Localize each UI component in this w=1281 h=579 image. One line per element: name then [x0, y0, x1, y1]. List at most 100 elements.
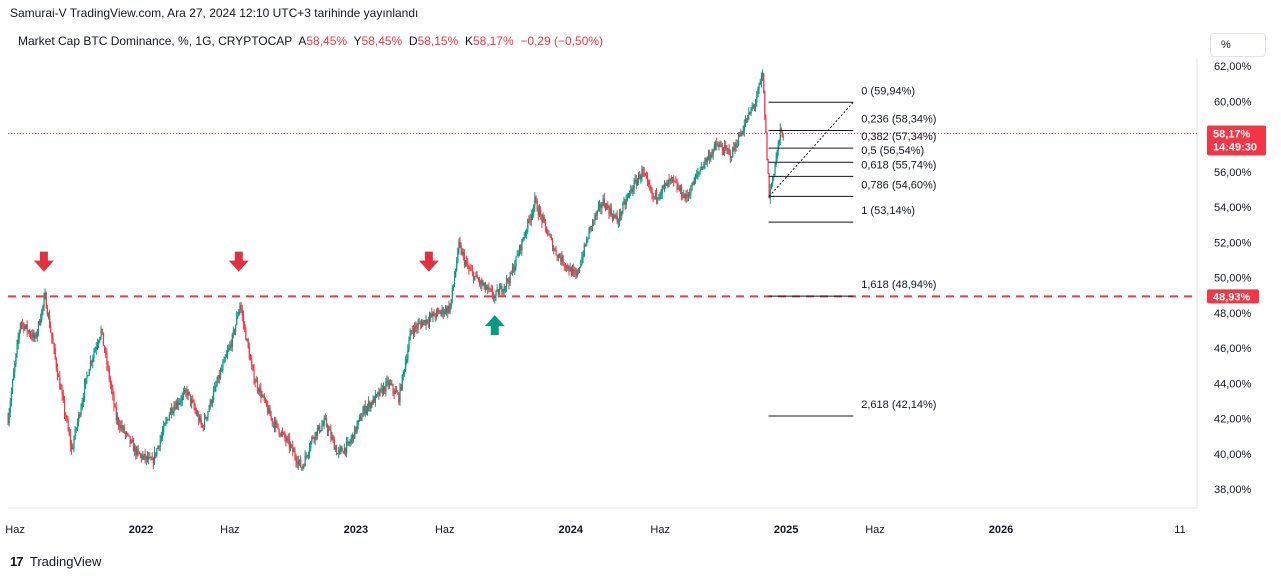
price-axis[interactable]: 62,00%60,00%58,00%56,00%54,00%52,00%50,0… — [1207, 61, 1266, 496]
candle-body — [442, 308, 444, 315]
candle-body — [323, 419, 325, 425]
candle-body — [312, 437, 314, 439]
candle-body — [594, 214, 596, 221]
candle-body — [553, 249, 555, 251]
candle-body — [664, 184, 666, 187]
candle-body — [571, 269, 574, 276]
candle-body — [372, 397, 374, 405]
candle-body — [579, 267, 581, 272]
candle-body — [681, 186, 683, 197]
candle-body — [151, 458, 153, 460]
candle-body — [392, 384, 394, 391]
candle-body — [602, 198, 604, 206]
candle-body — [580, 264, 582, 268]
percent-scale-button[interactable]: % — [1210, 33, 1266, 57]
time-axis[interactable]: Haz 2022 Haz 2023 Haz 2024 Haz 2025 Haz 2026 11 — [5, 524, 1185, 536]
candle-body — [583, 244, 585, 257]
overlay-lines — [8, 133, 1197, 298]
candle-body — [652, 195, 654, 197]
candle-body — [734, 143, 736, 150]
y-tick-label: 62,00% — [1214, 61, 1252, 73]
candle-body — [86, 375, 88, 379]
candle-body — [225, 354, 228, 358]
candle-body — [427, 322, 430, 324]
candle-body — [349, 442, 351, 444]
candle-body — [606, 204, 608, 210]
candle-body — [504, 286, 507, 287]
candle-body — [98, 341, 100, 345]
candle-body — [726, 147, 728, 150]
candle-body — [325, 417, 328, 426]
candle-body — [144, 453, 146, 460]
candle-body — [610, 208, 613, 215]
candle-body — [222, 363, 224, 370]
candle-body — [94, 348, 96, 353]
candle-body — [85, 378, 87, 385]
candle-body — [252, 364, 254, 371]
candle-body — [513, 267, 515, 272]
candle-body — [421, 323, 423, 327]
candle-body — [39, 321, 41, 325]
candle-body — [316, 429, 319, 437]
tradingview-brand[interactable]: 17 TradingView — [10, 554, 101, 569]
candle-body — [394, 390, 397, 394]
candle-body — [450, 299, 452, 307]
candle-body — [593, 220, 595, 222]
candle-body — [287, 438, 289, 440]
candle-body — [468, 267, 470, 270]
change-value: −0,29 (−0,50%) — [520, 34, 604, 48]
candle-body — [187, 391, 189, 396]
candle-body — [402, 371, 405, 375]
candle-body — [581, 257, 583, 265]
candle-body — [615, 216, 617, 217]
candle-body — [208, 407, 210, 412]
candle-body — [237, 315, 239, 317]
candle-body — [118, 418, 120, 426]
candle-body — [302, 465, 304, 469]
candle-body — [195, 410, 198, 415]
candle-body — [291, 444, 293, 446]
candle-body — [530, 214, 532, 221]
candle-body — [676, 182, 678, 189]
candle-body — [242, 315, 245, 324]
candle-body — [526, 230, 528, 233]
candle-body — [370, 402, 372, 409]
candle-body — [11, 380, 14, 392]
candle-body — [437, 310, 439, 312]
candle-body — [23, 323, 25, 330]
candle-body — [333, 439, 335, 450]
candle-body — [172, 411, 174, 414]
candle-body — [703, 164, 705, 169]
candle-body — [666, 182, 668, 186]
candle-body — [608, 207, 610, 215]
x-tick-label: Haz — [650, 524, 670, 536]
open-value: A58,45% — [298, 34, 348, 48]
candle-body — [691, 182, 693, 190]
candle-body — [480, 280, 482, 284]
candle-body — [408, 340, 410, 350]
candle-body — [9, 402, 11, 413]
low-value: D58,15% — [408, 34, 459, 48]
fibonacci-retracement[interactable]: 0 (59,94%) 0,236 (58,34%) 0,382 (57,34%) 0,… — [768, 85, 936, 417]
candle-body — [204, 416, 206, 428]
candle-body — [753, 105, 756, 107]
candle-body — [283, 432, 285, 434]
candle-body — [232, 329, 235, 335]
candle-body — [763, 73, 765, 93]
candle-body — [338, 450, 340, 454]
candle-body — [89, 361, 92, 370]
candle-body — [776, 150, 778, 159]
candle-body — [41, 309, 43, 320]
candle-body — [422, 322, 424, 327]
candle-body — [767, 159, 769, 174]
candle-body — [648, 180, 650, 185]
candle-body — [136, 449, 138, 456]
candle-body — [576, 270, 578, 277]
candle-body — [101, 328, 103, 333]
candle-body — [516, 254, 518, 257]
candle-body — [671, 177, 674, 179]
candle-body — [88, 369, 90, 376]
y-tick-label: 42,00% — [1214, 414, 1252, 426]
candle-body — [523, 236, 525, 239]
